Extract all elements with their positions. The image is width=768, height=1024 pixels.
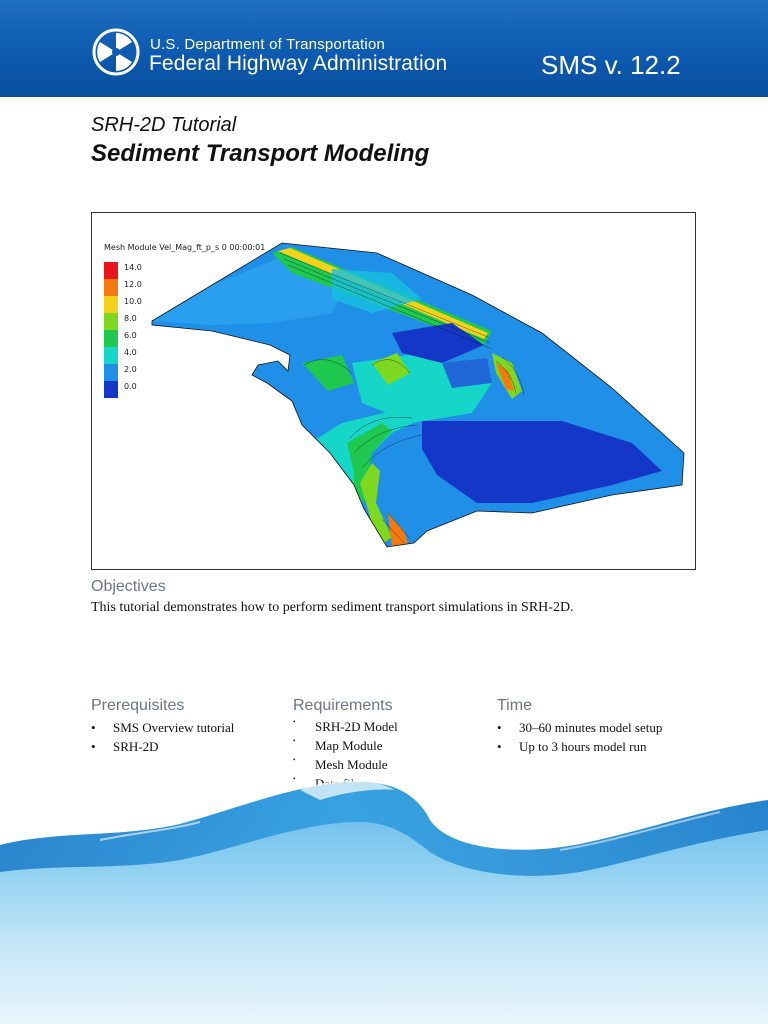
water-wave-decoration bbox=[0, 780, 768, 1024]
header-banner: U.S. Department of Transportation Federa… bbox=[0, 0, 768, 97]
legend-swatch bbox=[104, 330, 118, 347]
legend-swatch bbox=[104, 347, 118, 364]
legend-swatch bbox=[104, 364, 118, 381]
fhwa-logo-icon bbox=[92, 28, 140, 76]
legend-swatch bbox=[104, 381, 118, 398]
document-subtitle: SRH-2D Tutorial bbox=[91, 114, 237, 136]
requirements-list: • SRH-2D Model • Map Module • Mesh Module •… bbox=[293, 717, 398, 793]
list-item: • Mesh Module bbox=[293, 755, 398, 774]
legend-label: 0.0 bbox=[124, 382, 137, 391]
legend-swatch bbox=[104, 262, 118, 279]
objectives-text: This tutorial demonstrates how to perfor… bbox=[91, 600, 574, 615]
version-label: SMS v. 12.2 bbox=[541, 50, 681, 80]
document-title: Sediment Transport Modeling bbox=[91, 140, 430, 167]
list-item: • Map Module bbox=[293, 736, 398, 755]
legend-label: 4.0 bbox=[124, 348, 137, 357]
legend-swatch bbox=[104, 279, 118, 296]
list-item: • SRH-2D Model bbox=[293, 717, 398, 736]
bullet-icon: • bbox=[497, 720, 502, 735]
objectives-heading: Objectives bbox=[91, 578, 166, 595]
bullet-icon: • bbox=[497, 739, 502, 754]
bullet-icon: • bbox=[293, 756, 296, 764]
prerequisites-heading: Prerequisites bbox=[91, 697, 185, 714]
legend-label: 2.0 bbox=[124, 365, 137, 374]
bullet-icon: • bbox=[91, 720, 96, 735]
time-heading: Time bbox=[497, 697, 532, 714]
legend-label: 12.0 bbox=[124, 280, 142, 289]
legend-color-bar bbox=[104, 262, 118, 398]
agency-name: Federal Highway Administration bbox=[149, 52, 448, 75]
prerequisites-list: • SMS Overview tutorial • SRH-2D bbox=[91, 718, 234, 756]
bullet-icon: • bbox=[293, 775, 296, 783]
legend-label: 8.0 bbox=[124, 314, 137, 323]
time-list: • 30–60 minutes model setup • Up to 3 hour… bbox=[497, 718, 662, 756]
bullet-icon: • bbox=[293, 718, 296, 726]
legend-label: 6.0 bbox=[124, 331, 137, 340]
velocity-contour-figure: Mesh Module Vel_Mag_ft_p_s 0 00:00:01 14… bbox=[91, 212, 696, 570]
agency-department: U.S. Department of Transportation bbox=[150, 36, 386, 53]
list-item: • SMS Overview tutorial bbox=[91, 720, 235, 735]
legend-label: 10.0 bbox=[124, 297, 142, 306]
legend-swatch bbox=[104, 296, 118, 313]
legend-swatch bbox=[104, 313, 118, 330]
requirements-heading: Requirements bbox=[293, 697, 393, 714]
bullet-icon: • bbox=[91, 739, 96, 754]
mesh-domain bbox=[152, 243, 684, 547]
figure-caption: Mesh Module Vel_Mag_ft_p_s 0 00:00:01 bbox=[104, 243, 266, 252]
list-item: • 30–60 minutes model setup bbox=[497, 720, 663, 735]
legend-label: 14.0 bbox=[124, 263, 142, 272]
mesh-contour-plot bbox=[151, 242, 685, 548]
list-item: • SRH-2D bbox=[91, 739, 159, 754]
bullet-icon: • bbox=[293, 737, 296, 745]
list-item: • Up to 3 hours model run bbox=[497, 739, 647, 754]
